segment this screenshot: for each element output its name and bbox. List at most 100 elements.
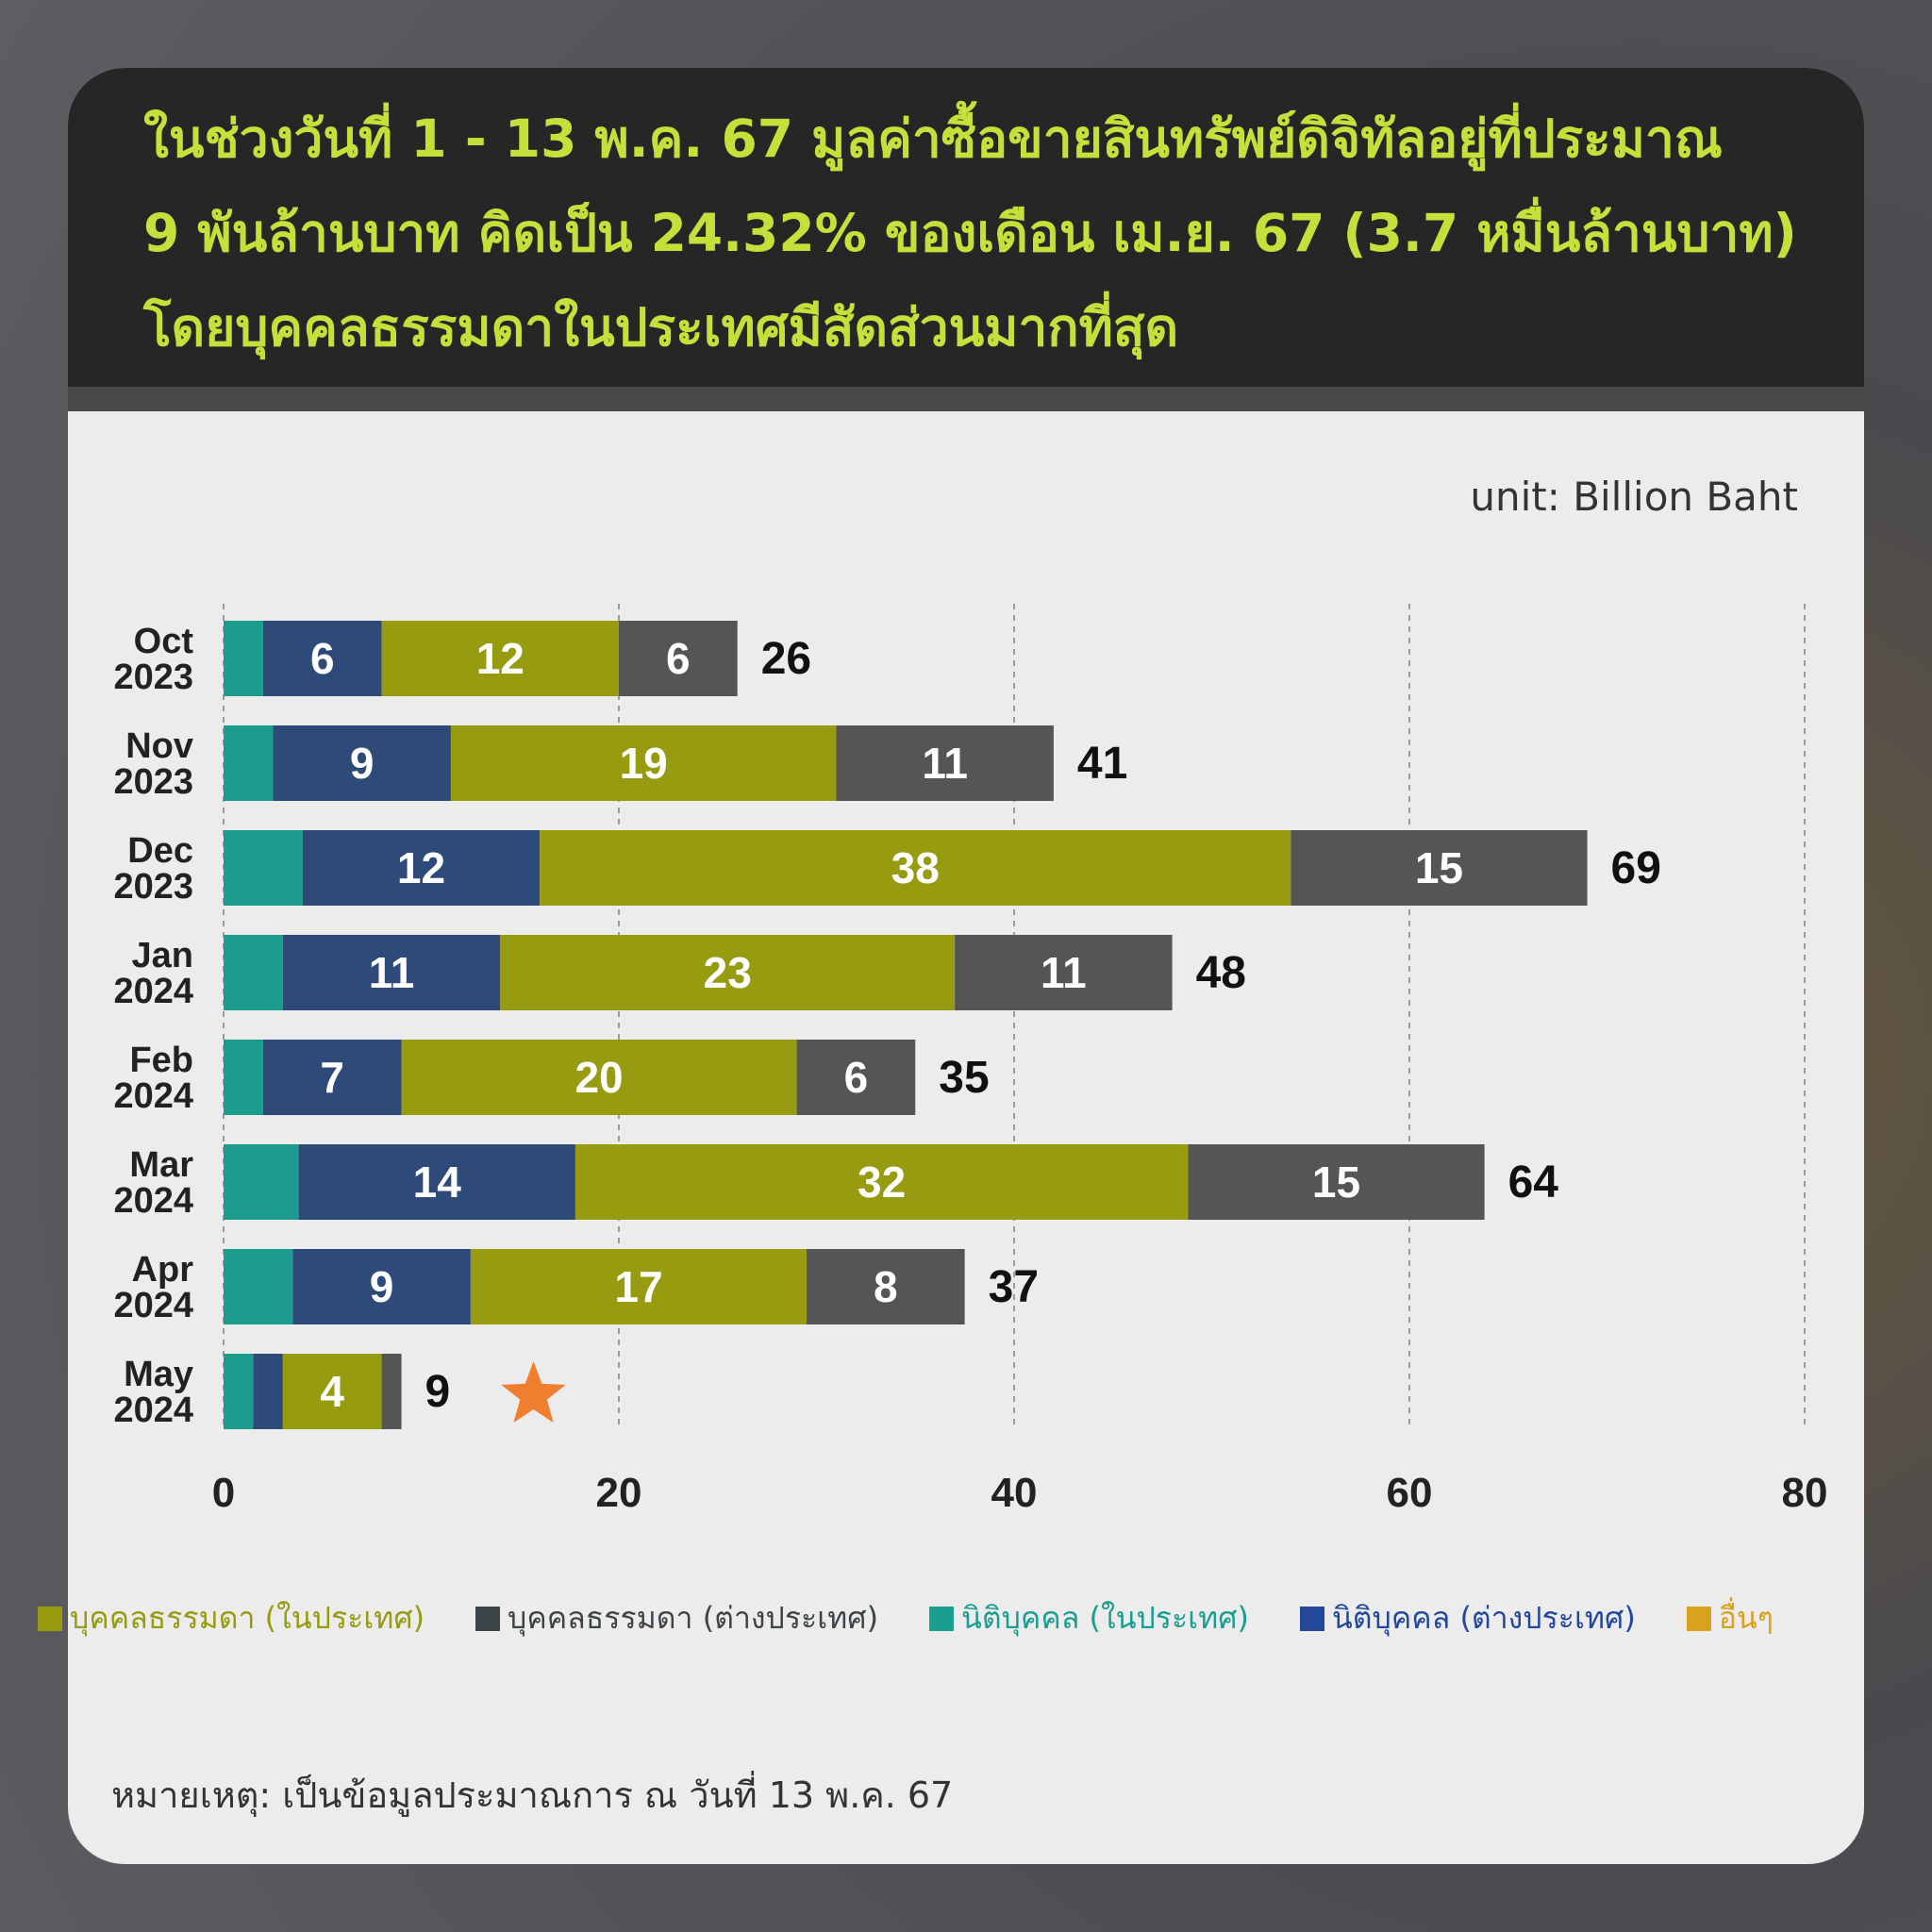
legend-swatch — [475, 1606, 501, 1631]
bar-segment — [1291, 830, 1588, 906]
legend-label: นิติบุคคล (ในประเทศ) — [960, 1600, 1249, 1636]
legend-item: นิติบุคคล (ในประเทศ) — [928, 1594, 1249, 1642]
y-category-label: 2024 — [113, 1286, 193, 1325]
bar-segment — [619, 621, 738, 696]
x-tick-label: 20 — [596, 1470, 642, 1516]
y-category-label: 2024 — [113, 1181, 193, 1221]
y-category-label: 2024 — [113, 1076, 193, 1116]
bar-data-label: 6 — [844, 1053, 869, 1102]
bar-segment — [224, 830, 303, 906]
bar-segment — [807, 1249, 965, 1324]
bar-total-label: 26 — [761, 634, 811, 684]
bar-segment — [540, 830, 1291, 906]
bar-segment — [253, 1354, 283, 1429]
x-tick-label: 80 — [1782, 1470, 1828, 1516]
bar-segment — [401, 1040, 797, 1115]
bar-data-label: 23 — [704, 948, 752, 997]
bar-data-label: 6 — [666, 634, 691, 683]
bar-segment — [381, 621, 619, 696]
bar-segment — [262, 621, 382, 696]
legend-item: อื่นๆ — [1686, 1594, 1774, 1642]
y-category-label: Jan — [132, 936, 193, 975]
bar-segment — [224, 621, 263, 696]
bar-data-label: 9 — [350, 739, 375, 788]
y-category-label: Apr — [132, 1250, 194, 1290]
bar-segment — [302, 830, 541, 906]
title-line-2: 9 พันล้านบาท คิดเป็น 24.32% ของเดือน เม.… — [143, 203, 1797, 263]
bar-total-label: 64 — [1508, 1158, 1559, 1208]
y-category-label: 2024 — [113, 1391, 193, 1430]
legend-label: นิติบุคคล (ต่างประเทศ) — [1331, 1600, 1636, 1636]
bar-total-label: 37 — [989, 1262, 1039, 1312]
bar-data-label: 20 — [575, 1053, 623, 1102]
header-banner: ในช่วงวันที่ 1 - 13 พ.ค. 67 มูลค่าซื้อขา… — [68, 68, 1864, 411]
x-tick-label: 60 — [1387, 1470, 1433, 1516]
bar-data-label: 14 — [413, 1158, 462, 1207]
bar-segment — [836, 725, 1054, 801]
bar-data-label: 4 — [320, 1367, 344, 1416]
title-line-1: ในช่วงวันที่ 1 - 13 พ.ค. 67 มูลค่าซื้อขา… — [143, 108, 1723, 169]
bar-segment — [224, 935, 283, 1010]
bar-total-label: 9 — [425, 1367, 451, 1417]
bar-data-label: 19 — [620, 739, 668, 788]
y-category-label: 2024 — [113, 972, 193, 1011]
bar-segment — [381, 1354, 402, 1429]
bar-data-label: 11 — [922, 739, 968, 788]
y-category-label: 2023 — [113, 762, 193, 802]
bar-segment — [224, 1354, 254, 1429]
bar-segment — [224, 1249, 293, 1324]
legend-item: นิติบุคคล (ต่างประเทศ) — [1299, 1594, 1636, 1642]
y-category-label: Mar — [129, 1145, 193, 1185]
legend-item: บุคคลธรรมดา (ต่างประเทศ) — [475, 1594, 878, 1642]
title-line-3: โดยบุคคลธรรมดาในประเทศมีสัดส่วนมากที่สุด — [143, 297, 1179, 358]
y-category-label: Oct — [134, 622, 194, 661]
bar-segment — [1188, 1144, 1485, 1220]
bar-data-label: 6 — [310, 634, 335, 683]
bar-segment — [273, 725, 451, 801]
y-category-label: Nov — [125, 726, 193, 766]
bar-total-label: 48 — [1196, 948, 1246, 998]
x-tick-label: 0 — [212, 1470, 235, 1516]
y-category-label: 2023 — [113, 658, 193, 697]
chart-card: ในช่วงวันที่ 1 - 13 พ.ค. 67 มูลค่าซื้อขา… — [68, 68, 1864, 1864]
bar-segment — [298, 1144, 575, 1220]
legend-label: บุคคลธรรมดา (ต่างประเทศ) — [508, 1600, 879, 1636]
bar-segment — [224, 725, 274, 801]
bar-segment — [470, 1249, 808, 1324]
x-tick-label: 40 — [991, 1470, 1038, 1516]
legend-swatch — [38, 1606, 62, 1631]
bar-data-label: 17 — [614, 1262, 662, 1311]
bar-data-label: 32 — [858, 1158, 906, 1207]
bar-segment — [224, 1040, 263, 1115]
bar-data-label: 7 — [320, 1053, 344, 1102]
unit-label: unit: Billion Baht — [1470, 474, 1798, 520]
bar-segment — [955, 935, 1173, 1010]
bar-segment — [282, 1354, 382, 1429]
y-category-label: 2023 — [113, 867, 193, 907]
bar-segment — [450, 725, 837, 801]
legend-swatch — [1686, 1606, 1711, 1631]
footnote: หมายเหตุ: เป็นข้อมูลประมาณการ ณ วันที่ 1… — [111, 1774, 954, 1816]
bar-segment — [292, 1249, 471, 1324]
legend-swatch — [928, 1606, 954, 1631]
bar-segment — [796, 1040, 916, 1115]
legend-item: บุคคลธรรมดา (ในประเทศ) — [38, 1594, 425, 1642]
bar-data-label: 9 — [370, 1262, 394, 1311]
bar-segment — [500, 935, 956, 1010]
bar-data-label: 15 — [1312, 1158, 1360, 1207]
bar-segment — [224, 1144, 299, 1220]
bar-data-label: 38 — [891, 843, 940, 892]
bar-segment — [262, 1040, 402, 1115]
bar-data-label: 11 — [369, 948, 415, 997]
star-icon — [501, 1361, 566, 1424]
legend-swatch — [1299, 1606, 1324, 1631]
bar-segment — [282, 935, 501, 1010]
bar-total-label: 69 — [1611, 843, 1661, 893]
y-category-label: Feb — [129, 1041, 193, 1080]
legend-label: อื่นๆ — [1718, 1600, 1774, 1636]
bar-segment — [575, 1144, 1189, 1220]
bar-data-label: 15 — [1415, 843, 1463, 892]
legend-label: บุคคลธรรมดา (ในประเทศ) — [70, 1600, 425, 1636]
bar-data-label: 11 — [1041, 948, 1087, 997]
